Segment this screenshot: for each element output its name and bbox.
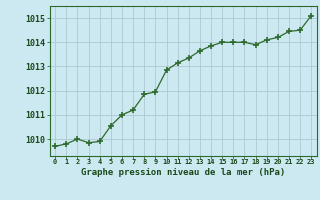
X-axis label: Graphe pression niveau de la mer (hPa): Graphe pression niveau de la mer (hPa) — [81, 168, 285, 177]
